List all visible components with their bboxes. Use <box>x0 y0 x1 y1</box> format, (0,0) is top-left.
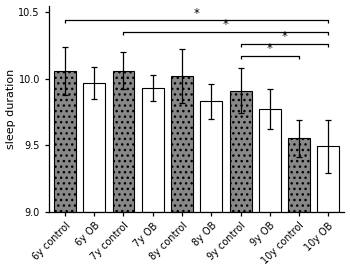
Text: *: * <box>194 7 199 20</box>
Text: *: * <box>267 42 273 55</box>
Bar <box>288 138 310 212</box>
Text: *: * <box>281 30 287 44</box>
Bar <box>200 101 222 212</box>
Text: *: * <box>223 18 229 32</box>
Bar <box>83 83 105 212</box>
Bar <box>112 71 134 212</box>
Bar <box>230 91 252 212</box>
Bar <box>54 71 76 212</box>
Bar <box>142 88 164 212</box>
Y-axis label: sleep duration: sleep duration <box>6 69 15 149</box>
Bar <box>317 146 339 212</box>
Bar <box>259 109 281 212</box>
Bar <box>171 76 193 212</box>
